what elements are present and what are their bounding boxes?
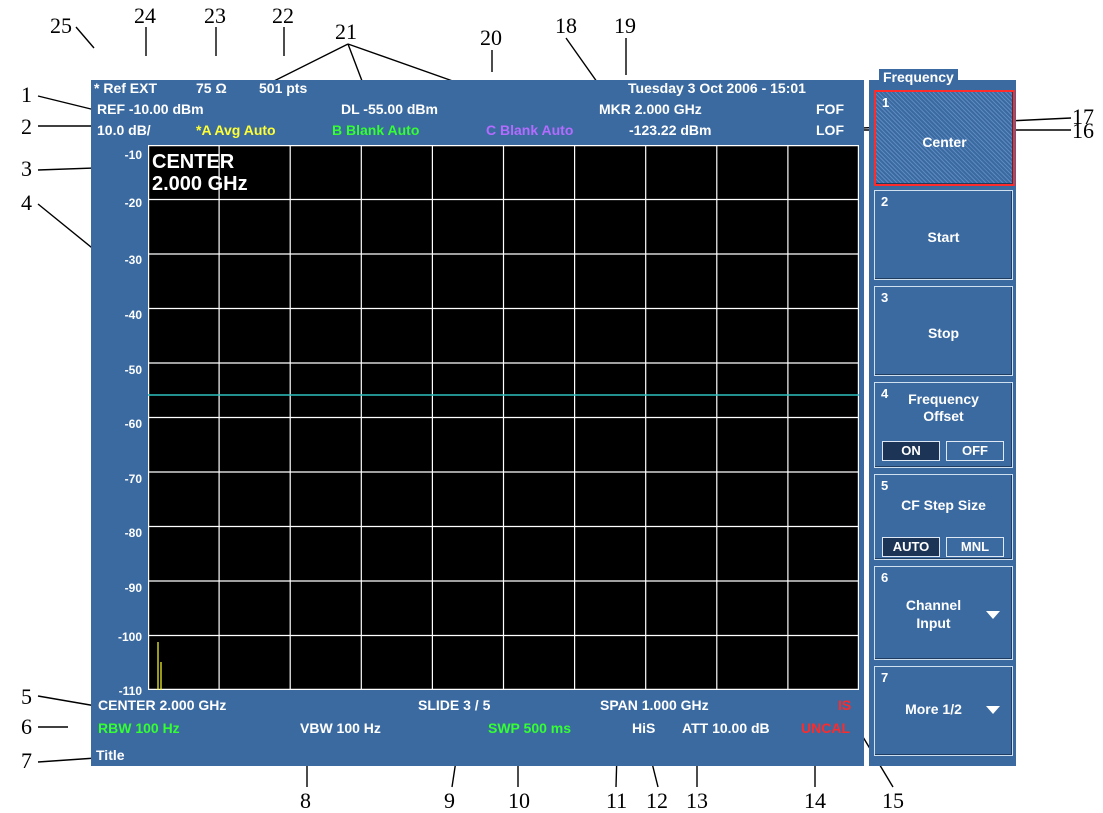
callout-22: 22 xyxy=(272,3,294,28)
callout-3: 3 xyxy=(21,156,32,181)
callout-19: 19 xyxy=(614,13,636,38)
softkey-number: 3 xyxy=(881,290,889,305)
callout-2: 2 xyxy=(21,114,32,139)
reference-level: REF -10.00 dBm xyxy=(97,101,204,117)
spectrum-plot[interactable] xyxy=(148,145,860,691)
y-tick-label: -40 xyxy=(124,308,142,322)
softkey-label: Center xyxy=(922,134,967,150)
ref-ext-indicator: * Ref EXT xyxy=(94,80,158,96)
cf-step-mnl-toggle[interactable]: MNL xyxy=(946,537,1004,557)
softkey-stop[interactable]: 3 Stop xyxy=(874,286,1013,376)
uncal-indicator: UNCAL xyxy=(801,720,850,736)
is-indicator: IS xyxy=(838,697,852,713)
softkey-number: 2 xyxy=(881,194,889,209)
softkey-label: Start xyxy=(927,229,960,245)
center-overlay-value: 2.000 GHz xyxy=(152,173,248,195)
softkey-frequency-offset[interactable]: 4 Frequency Offset ON OFF xyxy=(874,382,1013,468)
callout-17: 17 xyxy=(1072,104,1094,129)
callout-9: 9 xyxy=(444,788,455,813)
callout-20: 20 xyxy=(480,25,502,50)
y-tick-label: -70 xyxy=(124,472,142,486)
marker-frequency: MKR 2.000 GHz xyxy=(599,101,702,117)
sweep-time: SWP 500 ms xyxy=(488,720,572,736)
fof-indicator: FOF xyxy=(816,101,844,117)
softkey-number: 1 xyxy=(882,95,890,110)
softkey-menu-title: Frequency xyxy=(879,69,958,85)
callout-8: 8 xyxy=(300,788,311,813)
vbw-value: VBW 100 Hz xyxy=(300,720,381,736)
y-tick-label: -60 xyxy=(124,417,142,431)
y-tick-label: -90 xyxy=(124,581,142,595)
callout-1: 1 xyxy=(21,82,32,107)
lof-indicator: LOF xyxy=(816,122,844,138)
callout-11: 11 xyxy=(606,788,628,813)
softkey-label-line1: Channel xyxy=(905,597,962,613)
trace-c-status: C Blank Auto xyxy=(486,122,574,138)
y-tick-label: -50 xyxy=(124,363,142,377)
callout-4: 4 xyxy=(21,190,32,215)
chevron-down-icon xyxy=(986,706,1000,714)
softkey-label: CF Step Size xyxy=(901,497,986,513)
softkey-number: 5 xyxy=(881,478,889,493)
callout-13: 13 xyxy=(686,788,708,813)
title-field[interactable]: Title xyxy=(96,747,125,763)
y-tick-label: -80 xyxy=(124,526,142,540)
callout-18: 18 xyxy=(555,13,577,38)
chevron-down-icon xyxy=(986,611,1000,619)
display-line-level: DL -55.00 dBm xyxy=(341,101,438,117)
callout-25: 25 xyxy=(50,13,72,38)
y-tick-label: -30 xyxy=(124,253,142,267)
offset-off-toggle[interactable]: OFF xyxy=(946,441,1004,461)
softkey-label: More 1/2 xyxy=(905,701,962,717)
callout-23: 23 xyxy=(204,3,226,28)
softkey-more[interactable]: 7 More 1/2 xyxy=(874,666,1013,756)
callout-21: 21 xyxy=(335,19,357,44)
center-overlay-label: CENTER xyxy=(152,151,235,173)
callout-15: 15 xyxy=(882,788,904,813)
impedance-indicator: 75 Ω xyxy=(196,80,227,96)
span-value: SPAN 1.000 GHz xyxy=(600,697,709,713)
trace-a xyxy=(157,642,162,690)
callout-24: 24 xyxy=(134,3,156,28)
rbw-value: RBW 100 Hz xyxy=(98,720,180,736)
softkey-label: Stop xyxy=(927,325,960,341)
his-indicator: HiS xyxy=(632,720,656,736)
y-tick-label: -100 xyxy=(117,630,142,644)
callout-7: 7 xyxy=(21,748,32,773)
callout-10: 10 xyxy=(508,788,530,813)
callout-5: 5 xyxy=(21,684,32,709)
softkey-start[interactable]: 2 Start xyxy=(874,190,1013,280)
callout-12: 12 xyxy=(646,788,668,813)
y-tick-label: -110 xyxy=(118,684,142,698)
softkey-label-line1: Frequency xyxy=(908,391,979,407)
y-tick-label: -10 xyxy=(124,148,142,162)
softkey-label-line2: Input xyxy=(916,615,951,631)
softkey-channel-input[interactable]: 6 Channel Input xyxy=(874,566,1013,660)
points-indicator: 501 pts xyxy=(259,80,308,96)
softkey-label-line2: Offset xyxy=(923,408,964,424)
softkey-cf-step-size[interactable]: 5 CF Step Size AUTO MNL xyxy=(874,474,1013,560)
marker-level: -123.22 dBm xyxy=(629,122,712,138)
scale-per-division: 10.0 dB/ xyxy=(97,122,151,138)
softkey-number: 4 xyxy=(881,386,889,401)
y-tick-label: -20 xyxy=(124,196,142,210)
offset-on-toggle[interactable]: ON xyxy=(882,441,940,461)
plot-graticule xyxy=(148,145,860,691)
softkey-number: 7 xyxy=(881,670,889,685)
callout-6: 6 xyxy=(21,714,32,739)
cf-step-auto-toggle[interactable]: AUTO xyxy=(882,537,940,557)
softkey-number: 6 xyxy=(881,570,889,585)
date-time: Tuesday 3 Oct 2006 - 15:01 xyxy=(628,80,806,96)
softkey-center[interactable]: 1 Center xyxy=(874,90,1015,186)
trace-b-status: B Blank Auto xyxy=(332,122,420,138)
trace-a-status: *A Avg Auto xyxy=(196,122,276,138)
attenuation-value: ATT 10.00 dB xyxy=(682,720,770,736)
callout-16: 16 xyxy=(1072,118,1094,143)
callout-14: 14 xyxy=(804,788,826,813)
slide-indicator: SLIDE 3 / 5 xyxy=(418,697,491,713)
center-frequency: CENTER 2.000 GHz xyxy=(98,697,227,713)
